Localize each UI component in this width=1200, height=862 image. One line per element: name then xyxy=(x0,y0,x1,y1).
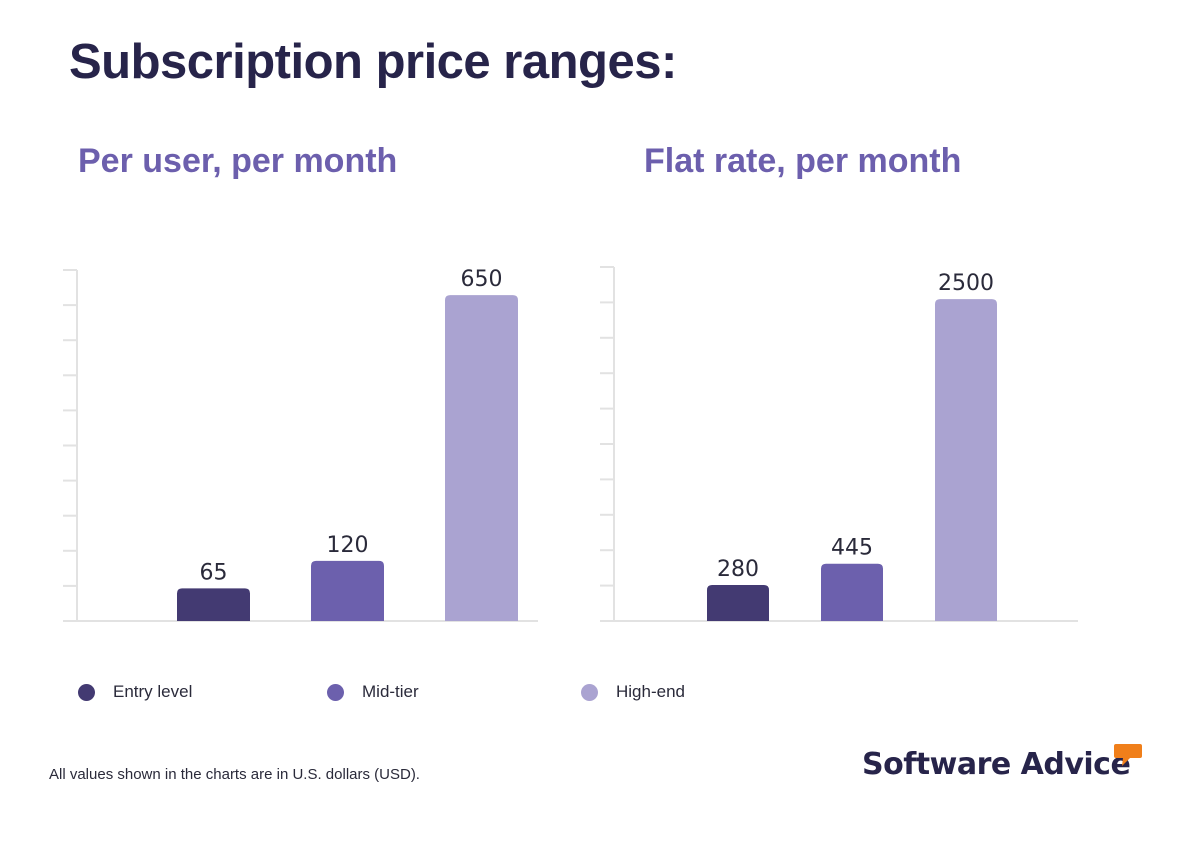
legend-dot-high-end xyxy=(581,683,598,701)
data-label-flat-rate-entry-level: 280 xyxy=(717,557,759,582)
footnote: All values shown in the charts are in U.… xyxy=(49,766,420,783)
legend-item-high-end: High-end xyxy=(581,681,685,703)
legend-label-entry-level: Entry level xyxy=(113,682,193,701)
legend-dot-mid-tier xyxy=(327,683,344,701)
chart-per-user: 65 120 650 xyxy=(63,267,538,622)
bar-per-user-mid-tier xyxy=(311,560,384,621)
data-label-flat-rate-high-end: 2500 xyxy=(938,271,994,296)
bar-flat-rate-mid-tier xyxy=(821,563,883,621)
legend-dot-entry-level xyxy=(78,683,95,701)
data-label-per-user-high-end: 650 xyxy=(461,267,503,292)
bar-per-user-high-end xyxy=(445,295,518,621)
chart-title-flat-rate: Flat rate, per month xyxy=(644,142,962,180)
legend-label-mid-tier: Mid-tier xyxy=(362,682,419,701)
bar-per-user-entry-level xyxy=(177,588,250,621)
software-advice-logo: Software Advice xyxy=(862,742,1142,786)
data-label-per-user-mid-tier: 120 xyxy=(327,533,369,558)
bar-flat-rate-high-end xyxy=(935,299,997,621)
page-title: Subscription price ranges: xyxy=(69,35,677,89)
chart-title-per-user: Per user, per month xyxy=(78,142,398,180)
bar-flat-rate-entry-level xyxy=(707,584,769,621)
legend-label-high-end: High-end xyxy=(616,682,685,701)
chart-flat-rate: 280 445 2500 xyxy=(600,266,1078,622)
legend-item-mid-tier: Mid-tier xyxy=(327,681,419,703)
speech-bubble-icon xyxy=(1114,744,1142,766)
legend-item-entry-level: Entry level xyxy=(78,681,192,703)
data-label-flat-rate-mid-tier: 445 xyxy=(831,536,873,561)
logo-text: Software Advice xyxy=(862,746,1131,782)
data-label-per-user-entry-level: 65 xyxy=(200,560,228,585)
